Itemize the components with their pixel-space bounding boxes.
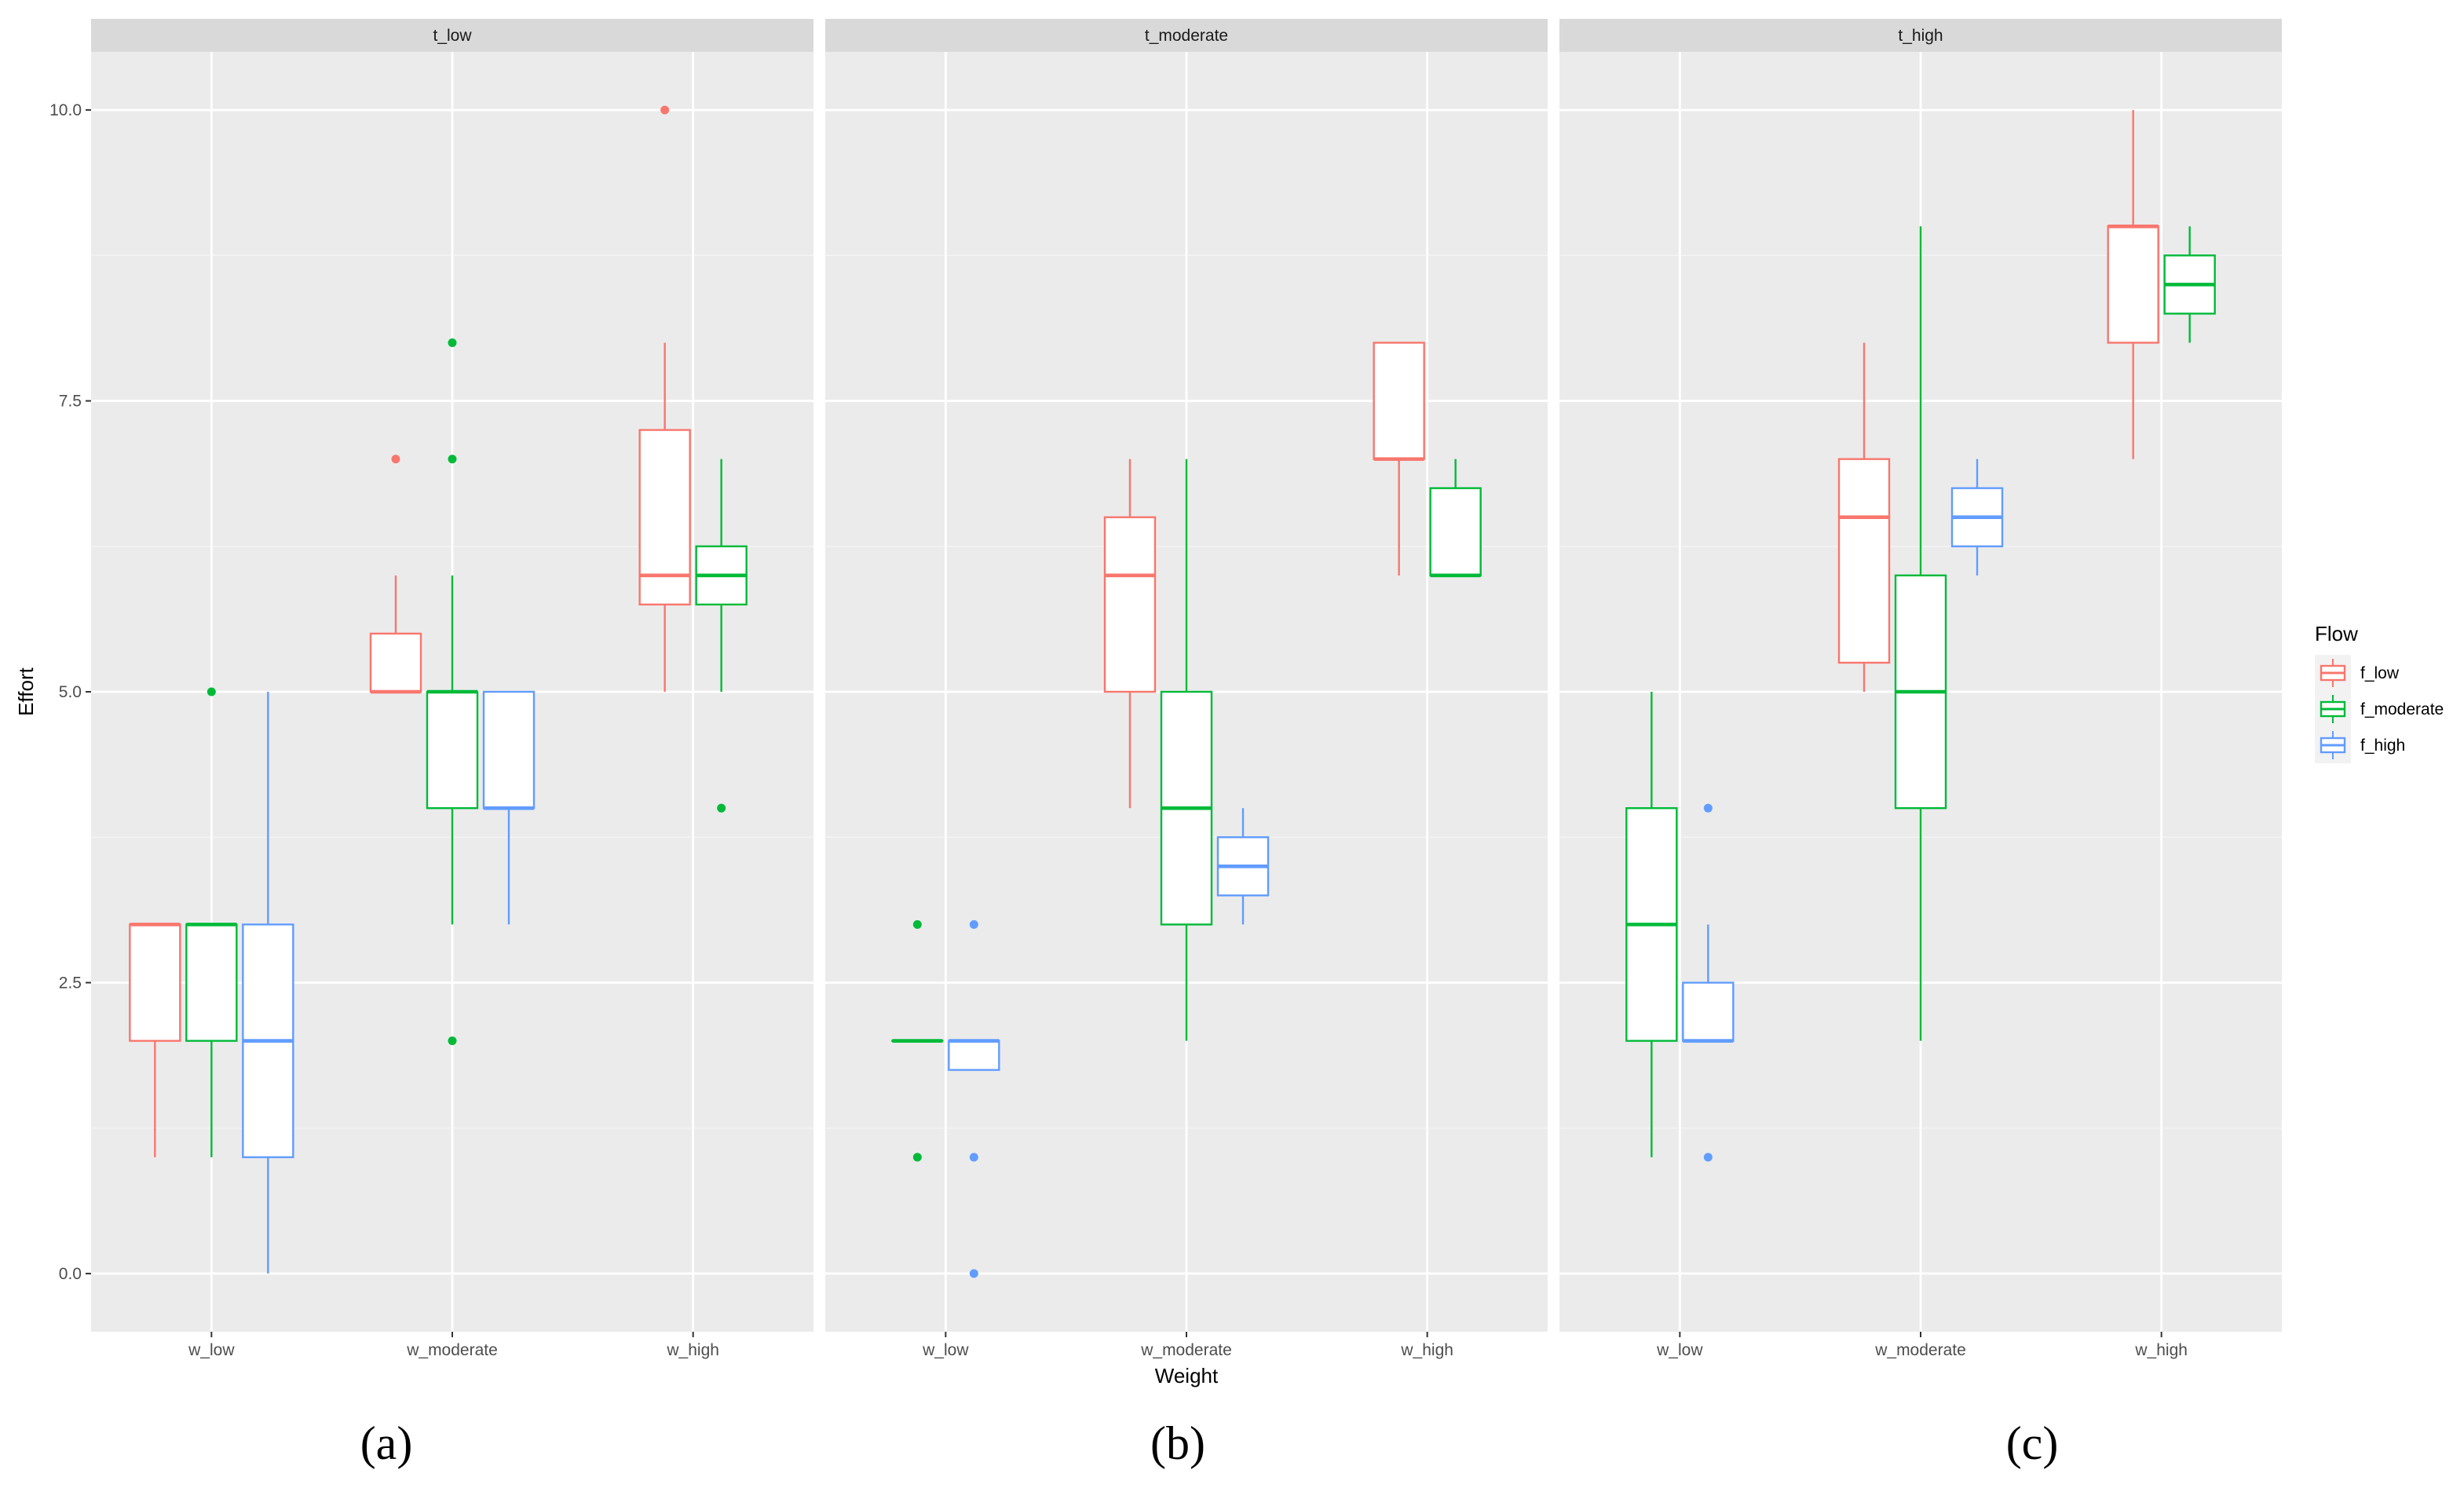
x-tick-label: w_moderate <box>1874 1341 1966 1359</box>
outlier-point <box>391 455 400 464</box>
y-tick-label: 0.0 <box>59 1265 82 1283</box>
outlier-point <box>969 1153 978 1162</box>
outlier-point <box>969 1269 978 1278</box>
box-t_high-w_moderate-f_low <box>1837 342 1891 692</box>
x-tick-label: w_high <box>1400 1341 1453 1359</box>
panel-caption: (a) <box>360 1417 413 1469</box>
outlier-point <box>1703 1153 1713 1162</box>
legend-item-f_moderate: f_moderate <box>2315 691 2444 727</box>
outlier-point <box>448 1036 457 1046</box>
panel-caption: (c) <box>2006 1417 2059 1469</box>
facet-strip <box>91 19 813 52</box>
facet-panel-t_moderate: t_moderate w_low w_moderate w_high <box>825 19 1548 1359</box>
box-t_moderate-w_high-f_moderate <box>1429 459 1482 578</box>
x-tick-label: w_moderate <box>406 1341 498 1359</box>
x-tick-label: w_high <box>2134 1341 2188 1359</box>
box-t_low-w_low-f_low <box>129 923 181 1157</box>
box-t_low-w_high-f_low <box>638 105 691 692</box>
x-tick-label: w_moderate <box>1140 1341 1232 1359</box>
legend-label: f_moderate <box>2360 700 2444 718</box>
outlier-point <box>912 1153 922 1162</box>
facet-strip-label: t_low <box>433 27 472 45</box>
x-tick-label: w_low <box>922 1341 969 1359</box>
box-iqr <box>1837 458 1891 664</box>
outlier-point <box>448 455 457 464</box>
axes: Effort Weight <box>14 667 1219 1387</box>
box-iqr <box>2107 225 2159 344</box>
facet-strip <box>1559 19 2282 52</box>
box-iqr <box>948 1040 1000 1071</box>
box-iqr <box>1682 982 1735 1042</box>
box-t_low-w_moderate-f_moderate <box>426 338 479 1046</box>
legend-item-f_low: f_low <box>2315 655 2400 691</box>
box-iqr <box>129 923 181 1042</box>
facet-panels: t_low w_low w_moderate w_high 0.0 2.5 5.0 7.5 10… <box>49 19 2282 1359</box>
x-axis-title: Weight <box>1155 1364 1219 1387</box>
outlier-point <box>660 105 670 115</box>
box-t_low-w_high-f_moderate <box>695 459 748 813</box>
outlier-point <box>1703 803 1713 813</box>
box-t_moderate-w_moderate-f_moderate <box>1160 459 1213 1041</box>
outlier-point <box>717 803 726 813</box>
y-tick-label: 5.0 <box>59 683 82 701</box>
outlier-point <box>207 687 216 696</box>
box-t_high-w_high-f_low <box>2107 110 2159 459</box>
y-axis-title: Effort <box>14 667 38 715</box>
legend-title: Flow <box>2315 622 2358 645</box>
box-t_high-w_low-f_high <box>1682 803 1735 1162</box>
legend: Flow f_low f_moderate f_high <box>2315 622 2444 763</box>
box-t_moderate-w_high-f_low <box>1373 342 1425 576</box>
facet-panel-t_high: t_high w_low w_moderate w_high <box>1559 19 2282 1359</box>
y-tick-label: 2.5 <box>59 974 82 992</box>
box-iqr <box>638 429 691 606</box>
facet-strip <box>825 19 1548 52</box>
legend-item-f_high: f_high <box>2315 727 2405 763</box>
facet-strip-label: t_moderate <box>1145 27 1228 45</box>
box-t_high-w_moderate-f_moderate <box>1894 226 1947 1041</box>
x-tick-label: w_low <box>1656 1341 1703 1359</box>
y-tick-label: 7.5 <box>59 393 82 411</box>
box-t_low-w_moderate-f_low <box>369 455 422 694</box>
box-t_moderate-w_moderate-f_high <box>1216 808 1270 925</box>
panel-caption: (b) <box>1150 1417 1205 1469</box>
box-iqr <box>1429 487 1482 577</box>
outlier-point <box>912 919 922 929</box>
box-t_low-w_low-f_moderate <box>185 687 238 1157</box>
box-iqr <box>426 690 479 810</box>
box-iqr <box>369 632 422 693</box>
box-t_high-w_high-f_moderate <box>2163 226 2216 343</box>
box-t_high-w_moderate-f_high <box>1950 459 2004 576</box>
facet-strip-label: t_high <box>1898 27 1943 45</box>
box-t_low-w_low-f_high <box>242 692 294 1274</box>
outlier-point <box>448 338 457 347</box>
x-tick-label: w_high <box>666 1341 719 1359</box>
box-iqr <box>185 923 238 1042</box>
panel-captions: (a) (b) (c) <box>360 1417 2059 1469</box>
box-t_moderate-w_low-f_moderate <box>891 919 944 1162</box>
x-tick-label: w_low <box>188 1341 235 1359</box>
box-t_moderate-w_moderate-f_low <box>1103 459 1157 809</box>
box-t_high-w_low-f_moderate <box>1625 692 1678 1157</box>
box-iqr <box>482 690 536 810</box>
legend-label: f_low <box>2360 664 2400 682</box>
y-tick-label: 10.0 <box>49 101 82 119</box>
box-iqr <box>1373 342 1425 460</box>
box-iqr <box>1103 516 1157 693</box>
box-t_moderate-w_low-f_high <box>948 919 1000 1278</box>
box-t_low-w_moderate-f_high <box>482 690 536 925</box>
legend-label: f_high <box>2360 737 2405 755</box>
outlier-point <box>969 919 978 929</box>
facet-panel-t_low: t_low w_low w_moderate w_high 0.0 2.5 5.0 7.5 10… <box>49 19 813 1359</box>
